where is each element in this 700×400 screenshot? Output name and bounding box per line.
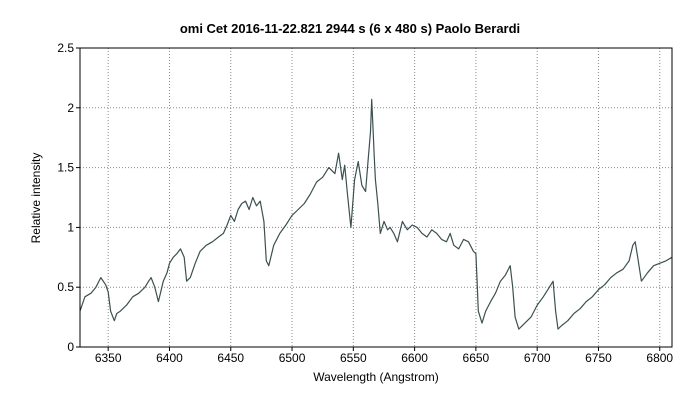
y-axis-label: Relative intensity [29, 153, 43, 244]
x-tick-label: 6600 [401, 351, 428, 365]
y-tick-label: 1 [67, 220, 74, 234]
grid [80, 48, 672, 347]
axis-ticks [76, 47, 661, 351]
spectrum-line [79, 98, 673, 330]
x-tick-label: 6550 [340, 351, 367, 365]
x-tick-label: 6350 [95, 351, 122, 365]
y-tick-labels: 0 0.5 1 1.5 2 2.5 [57, 41, 74, 354]
x-tick-label: 6650 [463, 351, 490, 365]
y-tick-label: 0 [67, 340, 74, 354]
x-tick-label: 6700 [524, 351, 551, 365]
x-tick-label: 6400 [156, 351, 183, 365]
y-tick-label: 1.5 [57, 161, 74, 175]
x-tick-label: 6800 [646, 351, 673, 365]
y-tick-label: 2 [67, 101, 74, 115]
x-tick-labels: 6350 6400 6450 6500 6550 6600 6650 6700 6750 6800 [95, 351, 674, 365]
x-axis-label: Wavelength (Angstrom) [313, 370, 439, 384]
chart-title: omi Cet 2016-11-22.821 2944 s (6 x 480 s… [180, 21, 520, 36]
x-tick-label: 6450 [217, 351, 244, 365]
x-tick-label: 6750 [585, 351, 612, 365]
plot-frame [79, 47, 673, 348]
x-tick-label: 6500 [279, 351, 306, 365]
y-tick-label: 0.5 [57, 280, 74, 294]
y-tick-label: 2.5 [57, 41, 74, 55]
